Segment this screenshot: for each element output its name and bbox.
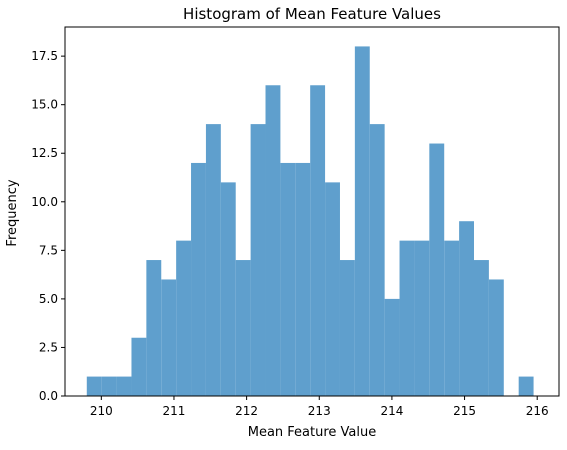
- histogram-bar: [86, 376, 102, 396]
- y-tick-label: 10.0: [31, 195, 58, 209]
- histogram-bar: [488, 279, 504, 396]
- y-tick-label: 17.5: [31, 49, 58, 63]
- histogram-bar: [354, 46, 370, 397]
- histogram-bar: [191, 162, 206, 396]
- histogram-bar: [176, 240, 192, 396]
- histogram-bar: [205, 124, 221, 397]
- histogram-bar: [101, 376, 117, 396]
- y-tick-label: 7.5: [39, 243, 58, 257]
- histogram-bar: [325, 182, 340, 396]
- y-tick-label: 5.0: [39, 292, 58, 306]
- histogram-bar: [280, 162, 296, 396]
- histogram-bar: [265, 85, 281, 396]
- y-tick-label: 0.0: [39, 389, 58, 403]
- chart-title: Histogram of Mean Feature Values: [183, 5, 441, 23]
- x-tick-label: 210: [90, 404, 113, 418]
- histogram-bar: [369, 124, 385, 397]
- histogram-bar: [414, 240, 430, 396]
- x-axis-label: Mean Feature Value: [248, 425, 377, 440]
- y-tick-label: 12.5: [31, 146, 58, 160]
- x-tick-label: 213: [308, 404, 331, 418]
- histogram-bar: [459, 221, 474, 396]
- x-tick-label: 214: [380, 404, 403, 418]
- histogram-bar: [444, 240, 460, 396]
- axes-layer: 210 211 212 213 214 215 216 0.0 2.5 5.0 7.5 10.0 12.…: [31, 26, 560, 418]
- histogram-bar: [116, 376, 132, 396]
- histogram-bar: [161, 279, 177, 396]
- histogram-bar: [250, 124, 266, 397]
- histogram-bar: [146, 260, 162, 396]
- y-tick-label: 2.5: [39, 340, 58, 354]
- histogram-bar: [310, 85, 326, 396]
- y-tick-label: 15.0: [31, 98, 58, 112]
- plot-frame: [64, 26, 560, 397]
- histogram-bar: [518, 376, 534, 396]
- histogram-bar: [339, 260, 355, 396]
- x-tick-label: 211: [163, 404, 186, 418]
- histogram-bar: [235, 260, 251, 396]
- histogram-bar: [220, 182, 236, 396]
- histogram-bar: [384, 298, 400, 396]
- histogram-bar: [295, 162, 311, 396]
- histogram-bar: [131, 337, 147, 396]
- histogram-bar: [429, 143, 445, 396]
- histogram-bar: [399, 240, 415, 396]
- x-tick-label: 215: [453, 404, 476, 418]
- x-tick-label: 212: [235, 404, 258, 418]
- y-axis-label: Frequency: [5, 179, 20, 246]
- x-tick-label: 216: [526, 404, 549, 418]
- bars-layer: [86, 46, 534, 397]
- histogram-bar: [474, 260, 489, 396]
